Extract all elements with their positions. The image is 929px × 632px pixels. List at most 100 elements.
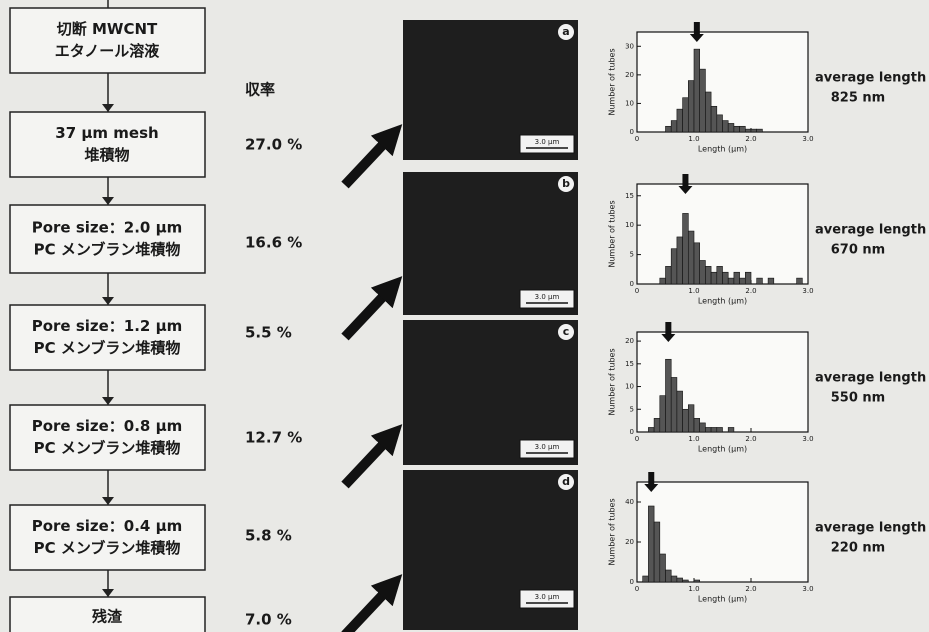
flow-box	[10, 8, 205, 73]
histogram-bar	[711, 427, 717, 432]
histogram-bar	[757, 278, 763, 284]
flow-box-text: エタノール溶液	[55, 42, 161, 60]
histogram-bar	[728, 278, 734, 284]
yield-header: 収率	[245, 81, 275, 99]
yield-value: 5.8 %	[245, 527, 292, 545]
panel-label: b	[562, 177, 570, 190]
histogram-bar	[711, 106, 717, 132]
average-label: average length	[815, 223, 926, 238]
histogram-bar	[705, 427, 711, 432]
yield-value: 12.7 %	[245, 429, 302, 447]
x-tick-label: 1.0	[688, 135, 699, 143]
histogram-bar	[683, 409, 689, 432]
histogram-bar	[666, 266, 672, 284]
histogram-bar	[660, 278, 666, 284]
y-axis-label: Number of tubes	[608, 498, 617, 565]
histogram-bar	[660, 396, 666, 432]
histogram-bar	[797, 278, 803, 284]
average-value: 550 nm	[831, 391, 885, 406]
histogram-bar	[745, 272, 751, 284]
yield-value: 27.0 %	[245, 136, 302, 154]
flow-box-text: PC メンブラン堆積物	[34, 241, 181, 259]
x-tick-label: 3.0	[802, 585, 813, 593]
histogram-bar	[717, 427, 723, 432]
histogram-bar	[683, 213, 689, 284]
y-tick-label: 15	[625, 192, 634, 200]
flow-arrowhead	[102, 589, 114, 597]
y-tick-label: 0	[630, 280, 634, 288]
y-tick-label: 0	[630, 128, 634, 136]
histogram-bar	[677, 391, 683, 432]
average-value: 670 nm	[831, 243, 885, 258]
scale-bar-text: 3.0 µm	[535, 138, 560, 146]
pointer-arrow	[345, 135, 392, 185]
y-tick-label: 30	[625, 42, 634, 50]
histogram-bar	[717, 266, 723, 284]
y-tick-label: 5	[630, 251, 634, 259]
y-tick-label: 40	[625, 498, 634, 506]
y-tick-label: 10	[625, 99, 634, 107]
histogram-bar	[745, 129, 751, 132]
histogram-bar	[677, 109, 683, 132]
flow-arrowhead	[102, 297, 114, 305]
histogram-bar	[711, 272, 717, 284]
y-tick-label: 15	[625, 360, 634, 368]
y-tick-label: 5	[630, 405, 634, 413]
histogram-bar	[757, 129, 763, 132]
flow-box-text: 堆積物	[84, 146, 129, 164]
histogram-bar	[723, 121, 729, 132]
x-tick-label: 3.0	[802, 135, 813, 143]
x-tick-label: 0	[635, 287, 639, 295]
x-tick-label: 2.0	[745, 135, 756, 143]
histogram-bar	[677, 237, 683, 284]
flow-arrowhead	[102, 397, 114, 405]
average-label: average length	[815, 71, 926, 86]
x-axis-label: Length (µm)	[698, 145, 747, 154]
panel-label: c	[563, 325, 570, 338]
average-label: average length	[815, 521, 926, 536]
y-axis-label: Number of tubes	[608, 48, 617, 115]
histogram-bar	[671, 249, 677, 284]
flow-box-text: Pore size：1.2 µm	[32, 317, 183, 335]
y-axis-label: Number of tubes	[608, 200, 617, 267]
histogram-bar	[666, 570, 672, 582]
histogram-bar	[705, 92, 711, 132]
yield-value: 16.6 %	[245, 234, 302, 252]
flow-box-text: 37 µm mesh	[55, 124, 158, 142]
histogram-bar	[671, 377, 677, 432]
flow-box-text: 切断 MWCNT	[57, 20, 158, 38]
histogram-bar	[671, 576, 677, 582]
histogram-bar	[643, 576, 649, 582]
pointer-arrow	[345, 435, 392, 485]
x-tick-label: 2.0	[745, 287, 756, 295]
pointer-arrow	[345, 585, 392, 632]
histogram-bar	[688, 81, 694, 132]
x-tick-label: 1.0	[688, 287, 699, 295]
histogram-bar	[688, 405, 694, 432]
x-tick-label: 0	[635, 435, 639, 443]
flow-box-text: PC メンブラン堆積物	[34, 539, 181, 557]
average-label: average length	[815, 371, 926, 386]
flow-box-text: Pore size：0.8 µm	[32, 417, 183, 435]
flow-box	[10, 112, 205, 177]
y-tick-label: 10	[625, 221, 634, 229]
y-tick-label: 10	[625, 383, 634, 391]
histogram-bar	[728, 427, 734, 432]
histogram-bar	[683, 98, 689, 132]
y-axis-label: Number of tubes	[608, 348, 617, 415]
x-tick-label: 0	[635, 135, 639, 143]
flow-arrowhead	[102, 497, 114, 505]
scale-bar-text: 3.0 µm	[535, 593, 560, 601]
histogram-bar	[683, 580, 689, 582]
x-tick-label: 2.0	[745, 435, 756, 443]
x-tick-label: 2.0	[745, 585, 756, 593]
histogram-bar	[654, 418, 660, 432]
x-tick-label: 1.0	[688, 585, 699, 593]
y-tick-label: 0	[630, 428, 634, 436]
y-tick-label: 0	[630, 578, 634, 586]
scale-bar-text: 3.0 µm	[535, 293, 560, 301]
yield-value: 5.5 %	[245, 324, 292, 342]
histogram-bar	[728, 123, 734, 132]
histogram-bar	[717, 115, 723, 132]
y-tick-label: 20	[625, 71, 634, 79]
